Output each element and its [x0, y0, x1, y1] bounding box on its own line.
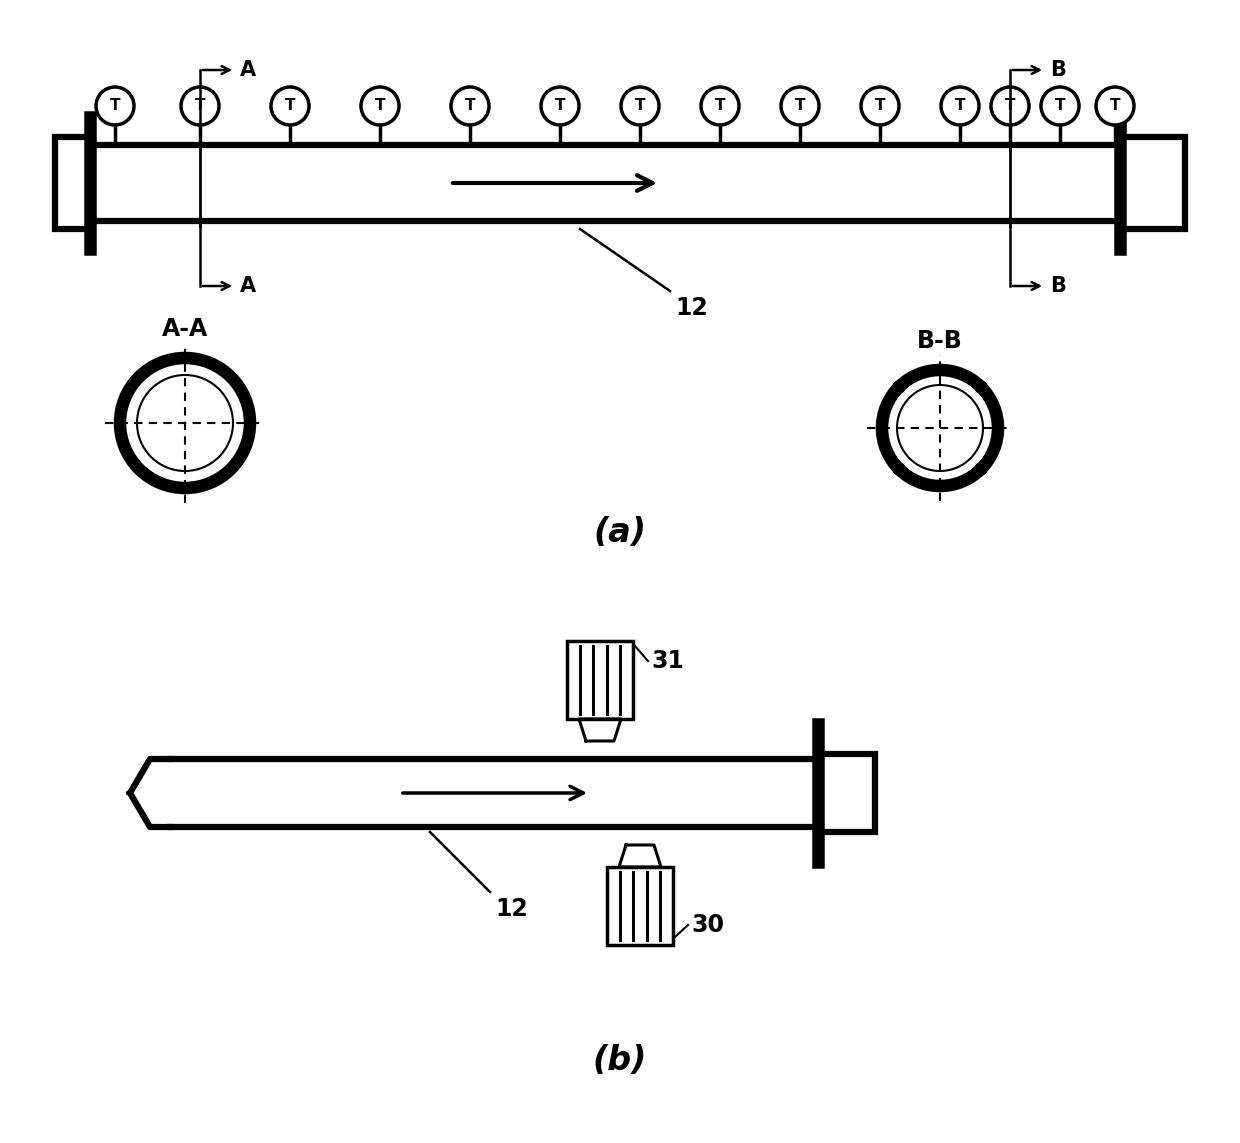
- Text: A: A: [241, 59, 257, 80]
- Text: (a): (a): [594, 517, 646, 550]
- Circle shape: [180, 353, 190, 363]
- Circle shape: [893, 463, 905, 475]
- Circle shape: [115, 418, 125, 427]
- Circle shape: [897, 385, 983, 471]
- Text: T: T: [465, 98, 475, 113]
- Bar: [1120, 137, 1185, 229]
- Circle shape: [878, 424, 887, 432]
- Circle shape: [893, 381, 905, 393]
- Text: T: T: [955, 98, 965, 113]
- Text: T: T: [1004, 98, 1016, 113]
- Circle shape: [1042, 87, 1079, 125]
- Circle shape: [451, 87, 489, 125]
- Circle shape: [935, 366, 945, 375]
- Text: T: T: [374, 98, 386, 113]
- Circle shape: [621, 87, 658, 125]
- Circle shape: [975, 463, 987, 475]
- Bar: [820, 754, 875, 832]
- Text: A: A: [241, 275, 257, 296]
- Circle shape: [701, 87, 739, 125]
- Bar: [55, 137, 91, 229]
- Polygon shape: [619, 845, 661, 868]
- Text: 30: 30: [691, 913, 724, 937]
- Circle shape: [541, 87, 579, 125]
- Circle shape: [272, 87, 309, 125]
- Text: 12: 12: [495, 897, 528, 921]
- Bar: [91, 145, 1120, 221]
- Text: B: B: [1050, 59, 1066, 80]
- Circle shape: [975, 381, 987, 393]
- Text: B-B: B-B: [918, 329, 963, 353]
- Text: T: T: [635, 98, 645, 113]
- Text: T: T: [110, 98, 120, 113]
- Circle shape: [935, 481, 945, 490]
- Text: T: T: [195, 98, 206, 113]
- Polygon shape: [130, 759, 170, 828]
- Circle shape: [941, 87, 980, 125]
- Circle shape: [361, 87, 399, 125]
- Polygon shape: [579, 719, 621, 741]
- Text: (b): (b): [593, 1045, 647, 1078]
- Text: T: T: [1055, 98, 1065, 113]
- Circle shape: [181, 87, 219, 125]
- Circle shape: [95, 87, 134, 125]
- Text: 12: 12: [675, 296, 708, 320]
- Circle shape: [991, 87, 1029, 125]
- Text: A-A: A-A: [162, 317, 208, 341]
- Circle shape: [1096, 87, 1135, 125]
- Bar: [608, 868, 673, 945]
- Circle shape: [993, 424, 1002, 432]
- Circle shape: [781, 87, 818, 125]
- Circle shape: [861, 87, 899, 125]
- Text: T: T: [285, 98, 295, 113]
- Text: 31: 31: [651, 649, 684, 673]
- Text: T: T: [1110, 98, 1120, 113]
- Text: T: T: [554, 98, 565, 113]
- Text: T: T: [714, 98, 725, 113]
- Text: B: B: [1050, 275, 1066, 296]
- Circle shape: [180, 483, 190, 493]
- Circle shape: [136, 375, 233, 471]
- Bar: [567, 641, 632, 719]
- Text: T: T: [874, 98, 885, 113]
- Text: T: T: [795, 98, 805, 113]
- Circle shape: [246, 418, 255, 427]
- Bar: [170, 759, 810, 828]
